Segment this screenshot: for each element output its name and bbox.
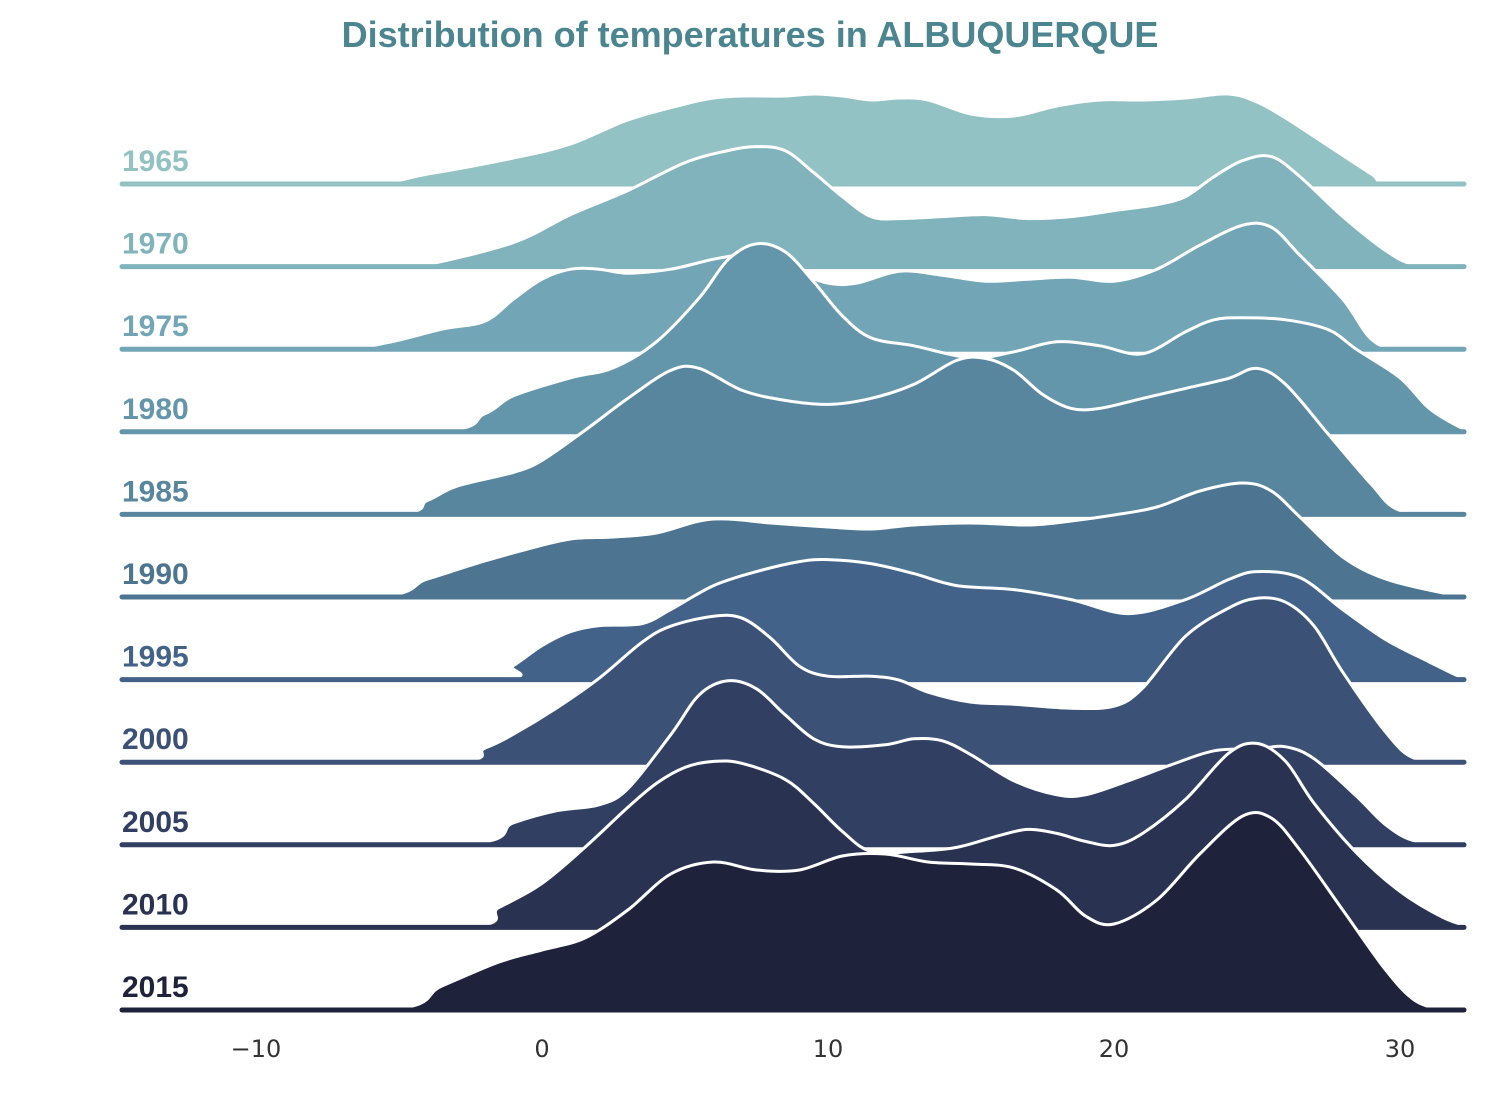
year-label-2000: 2000	[122, 723, 189, 756]
x-tick-label: 0	[534, 1035, 549, 1063]
year-label-2010: 2010	[122, 888, 189, 921]
year-label-1990: 1990	[122, 558, 189, 591]
x-axis-ticks: −10 0 10 20 30	[231, 1035, 1416, 1063]
year-label-2015: 2015	[122, 971, 189, 1004]
year-label-2005: 2005	[122, 806, 189, 839]
x-tick-label: 20	[1099, 1035, 1130, 1063]
density-area-2000	[113, 597, 1458, 764]
density-area-1985	[113, 357, 1458, 516]
year-label-1985: 1985	[122, 475, 189, 508]
density-outline-2015	[112, 810, 1458, 1014]
x-tick-label: −10	[231, 1035, 282, 1063]
ridge-2015: 2015	[112, 810, 1467, 1014]
x-tick-label: 10	[813, 1035, 844, 1063]
year-label-1965: 1965	[122, 145, 189, 178]
density-area-2015	[113, 812, 1458, 1012]
year-label-1975: 1975	[122, 310, 189, 343]
density-area-1980	[113, 243, 1472, 434]
density-area-1995	[113, 559, 1472, 681]
chart-title: Distribution of temperatures in ALBUQUER…	[341, 14, 1159, 55]
density-outline-1995	[112, 558, 1472, 683]
year-label-1980: 1980	[122, 393, 189, 426]
density-area-2010	[113, 743, 1472, 929]
density-outline-2010	[112, 741, 1473, 931]
density-outline-1965	[112, 92, 1458, 187]
density-outline-1970	[112, 145, 1458, 269]
ridge-layer: 1965 1970 1975 1980 1985 1990 1995 2000 2005 2010…	[112, 92, 1473, 1014]
density-outline-1975	[112, 221, 1458, 352]
density-outline-2005	[112, 679, 1458, 848]
density-area-2005	[113, 680, 1458, 847]
density-area-1990	[113, 483, 1472, 599]
density-outline-2000	[112, 596, 1458, 765]
density-outline-1990	[112, 481, 1472, 600]
year-label-1970: 1970	[122, 228, 189, 261]
year-label-1995: 1995	[122, 641, 189, 674]
x-tick-label: 30	[1385, 1035, 1416, 1063]
density-outline-1980	[112, 242, 1473, 435]
density-area-1965	[113, 93, 1458, 185]
density-area-1970	[113, 146, 1458, 268]
density-outline-1985	[112, 355, 1458, 517]
